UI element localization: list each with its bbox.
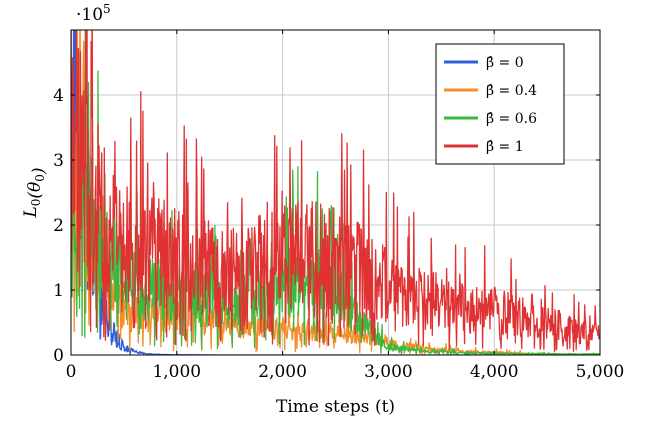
tick-labels: 0 1,000 2,000 3,000 4,000 5,000 0 1 2 3 4: [53, 86, 624, 382]
x-tick-label: 2,000: [258, 362, 307, 382]
y-tick-label: 2: [53, 216, 64, 236]
x-tick-label: 0: [66, 362, 77, 382]
legend-entry-label: β̂ = 1: [486, 139, 524, 155]
legend-entry-label: β̂ = 0.4: [486, 83, 537, 99]
legend: β̂ = 0 β̂ = 0.4 β̂ = 0.6 β̂ = 1: [435, 43, 565, 165]
y-axis-label: L0(θ0): [21, 167, 49, 218]
y-tick-label: 0: [53, 346, 64, 366]
x-tick-label: 3,000: [364, 362, 413, 382]
series-line-3: [71, 30, 600, 353]
x-tick-label: 4,000: [470, 362, 519, 382]
series-layer: [71, 30, 600, 355]
x-axis-label: Time steps (t): [276, 397, 395, 417]
legend-entry-label: β̂ = 0: [486, 55, 524, 71]
ticks: [70, 30, 601, 356]
y-tick-label: 1: [53, 281, 64, 301]
legend-box: [435, 43, 565, 165]
y-multiplier-label: ·105: [76, 2, 111, 25]
series-line-0: [71, 30, 600, 355]
plot-frame: [70, 29, 601, 356]
y-tick-label: 4: [53, 86, 64, 106]
x-tick-label: 1,000: [152, 362, 201, 382]
x-tick-label: 5,000: [576, 362, 625, 382]
legend-entry-label: β̂ = 0.6: [486, 111, 537, 127]
y-tick-label: 3: [53, 151, 64, 171]
